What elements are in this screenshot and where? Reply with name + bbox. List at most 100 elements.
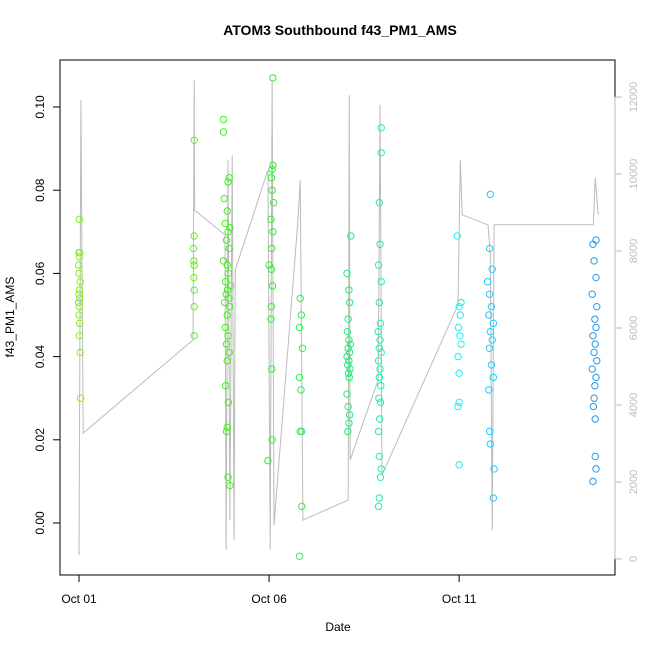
- point: [375, 452, 384, 461]
- point: [487, 361, 496, 369]
- point: [375, 198, 384, 207]
- point: [375, 298, 384, 307]
- y2-tick-label: 2000: [628, 470, 640, 494]
- point: [489, 494, 498, 502]
- point: [344, 369, 353, 377]
- point: [225, 244, 233, 253]
- point: [347, 232, 355, 240]
- point: [75, 302, 84, 311]
- point: [190, 136, 198, 144]
- point: [588, 290, 596, 298]
- point: [345, 286, 353, 294]
- point: [298, 427, 306, 436]
- point: [375, 344, 384, 352]
- point: [225, 174, 233, 182]
- point: [593, 302, 601, 311]
- point: [219, 115, 228, 124]
- point: [588, 365, 596, 373]
- point: [268, 186, 276, 194]
- point: [486, 190, 495, 199]
- point: [377, 278, 385, 286]
- point: [223, 207, 231, 215]
- point: [75, 311, 83, 319]
- point: [226, 223, 234, 232]
- point: [486, 440, 495, 448]
- point: [454, 402, 462, 411]
- point: [226, 481, 234, 490]
- y-tick-label: 0.02: [33, 428, 47, 452]
- point: [224, 332, 232, 340]
- y2-tick-label: 10000: [628, 159, 640, 190]
- point: [589, 332, 597, 340]
- y2-tick-label: 12000: [628, 82, 640, 113]
- point: [190, 273, 198, 282]
- point: [74, 298, 83, 307]
- point: [456, 311, 464, 319]
- point: [221, 323, 230, 332]
- point: [374, 261, 383, 269]
- point: [455, 302, 463, 311]
- y2-tick-label: 0: [628, 556, 640, 562]
- point: [225, 302, 234, 311]
- point: [485, 311, 493, 319]
- point: [487, 302, 496, 311]
- point: [455, 461, 463, 469]
- point: [457, 298, 465, 307]
- point: [346, 340, 355, 348]
- point: [269, 198, 278, 207]
- point: [269, 228, 277, 236]
- point: [190, 232, 198, 240]
- point: [219, 128, 228, 136]
- point: [344, 427, 352, 436]
- point: [591, 452, 599, 461]
- point: [483, 278, 492, 286]
- point: [223, 261, 231, 269]
- x-tick-label: Oct 06: [251, 592, 287, 606]
- point: [454, 352, 462, 361]
- point: [223, 311, 231, 319]
- point: [76, 294, 84, 303]
- point: [345, 298, 354, 307]
- point: [590, 394, 598, 402]
- point: [74, 261, 83, 269]
- point: [376, 473, 385, 481]
- point: [298, 344, 307, 352]
- y-tick-label: 0.08: [33, 178, 47, 202]
- point: [267, 215, 275, 224]
- point: [589, 477, 597, 486]
- point: [457, 340, 465, 348]
- plot-box: [59, 59, 616, 576]
- point: [268, 282, 277, 290]
- point: [223, 286, 232, 294]
- point: [343, 327, 352, 336]
- point: [485, 386, 493, 394]
- point: [76, 394, 85, 402]
- point: [267, 174, 276, 182]
- point: [267, 315, 275, 323]
- point: [75, 269, 83, 278]
- point: [345, 419, 353, 427]
- point: [219, 257, 228, 265]
- point: [592, 373, 600, 382]
- point: [346, 365, 354, 373]
- point: [267, 265, 276, 273]
- point: [376, 319, 385, 328]
- point: [485, 344, 494, 352]
- point: [375, 415, 384, 423]
- point: [223, 423, 231, 432]
- y2-tick-label: 6000: [628, 316, 640, 340]
- point: [591, 382, 599, 390]
- point: [345, 357, 353, 365]
- point: [343, 352, 351, 361]
- point: [590, 348, 598, 357]
- point: [224, 228, 232, 236]
- point: [489, 319, 498, 328]
- point: [345, 336, 353, 344]
- y-axis-label: f43_PM1_AMS: [3, 277, 17, 358]
- point: [222, 427, 231, 436]
- point: [224, 178, 232, 186]
- point: [343, 269, 351, 278]
- point: [456, 332, 464, 340]
- point: [454, 323, 463, 332]
